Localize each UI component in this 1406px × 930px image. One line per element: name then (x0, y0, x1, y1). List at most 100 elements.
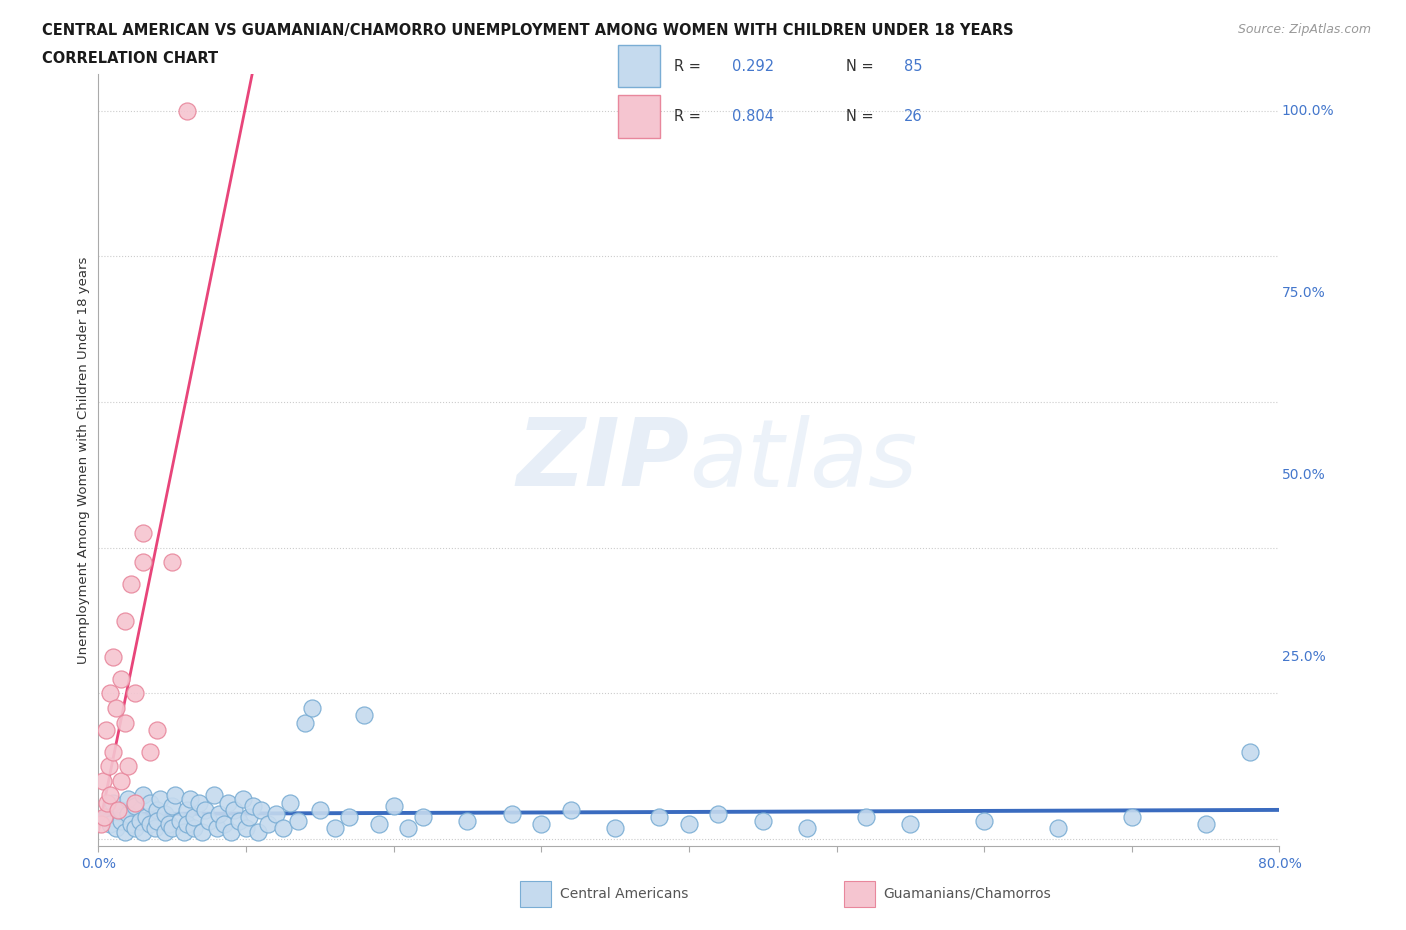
Point (301, 700, 323, 715)
Point (139, 795, 162, 810)
Point (187, 795, 209, 810)
Point (132, 555, 155, 570)
Point (294, 715, 316, 730)
Point (648, 810, 671, 825)
Text: 75.0%: 75.0% (1282, 286, 1326, 299)
Point (208, 806, 231, 821)
Point (855, 810, 877, 825)
Point (219, 824, 242, 839)
Point (91, 774, 114, 789)
Text: 50.0%: 50.0% (1282, 468, 1326, 482)
Point (238, 810, 260, 825)
Point (103, 744, 125, 759)
Point (139, 744, 162, 759)
Point (232, 791, 254, 806)
Point (183, 810, 205, 825)
Point (246, 824, 269, 839)
Text: Source: ZipAtlas.com: Source: ZipAtlas.com (1237, 23, 1371, 36)
Text: 0.804: 0.804 (733, 109, 775, 124)
Point (183, 820, 205, 835)
Point (678, 817, 700, 832)
Point (796, 820, 818, 835)
Point (98, 788, 121, 803)
Point (146, 814, 169, 829)
Point (235, 820, 257, 835)
Point (98, 686, 121, 701)
FancyBboxPatch shape (619, 45, 661, 87)
Point (242, 799, 264, 814)
Point (96, 795, 118, 810)
Point (751, 814, 773, 829)
Text: 85: 85 (904, 59, 922, 73)
Point (323, 820, 346, 835)
Point (105, 820, 128, 835)
Point (124, 795, 146, 810)
Point (205, 820, 228, 835)
Text: N =: N = (846, 109, 879, 124)
Point (179, 791, 201, 806)
Point (169, 814, 191, 829)
Text: 0.292: 0.292 (733, 59, 775, 73)
Point (110, 814, 132, 829)
Point (146, 803, 169, 817)
Point (132, 788, 155, 803)
Point (271, 820, 294, 835)
Text: CENTRAL AMERICAN VS GUAMANIAN/CHAMORRO UNEMPLOYMENT AMONG WOMEN WITH CHILDREN UN: CENTRAL AMERICAN VS GUAMANIAN/CHAMORRO U… (42, 23, 1014, 38)
Point (103, 649, 125, 664)
Point (110, 774, 132, 789)
Point (128, 814, 150, 829)
Text: atlas: atlas (689, 415, 917, 506)
Text: 26: 26 (904, 109, 922, 124)
Point (162, 820, 183, 835)
Point (278, 795, 302, 810)
Y-axis label: Unemployment Among Women with Children Under 18 years: Unemployment Among Women with Children U… (77, 257, 90, 664)
Point (217, 795, 239, 810)
Point (1239, 744, 1261, 759)
Point (94, 810, 117, 825)
Point (337, 810, 360, 825)
Point (120, 817, 142, 832)
Point (124, 686, 146, 701)
Point (132, 824, 155, 839)
Point (124, 799, 146, 814)
Point (162, 555, 183, 570)
Point (149, 791, 172, 806)
Point (560, 803, 582, 817)
Point (117, 791, 139, 806)
Point (93, 810, 115, 825)
Point (456, 814, 478, 829)
Point (212, 817, 235, 832)
Point (396, 820, 419, 835)
Point (107, 803, 129, 817)
Text: R =: R = (675, 59, 706, 73)
Point (176, 817, 198, 832)
Point (162, 799, 183, 814)
Point (153, 824, 176, 839)
Point (198, 814, 221, 829)
Point (146, 723, 169, 737)
Point (264, 806, 287, 821)
Point (124, 820, 146, 835)
Point (382, 799, 405, 814)
Text: 25.0%: 25.0% (1282, 650, 1326, 664)
Point (105, 700, 128, 715)
Point (501, 806, 523, 821)
Point (117, 806, 139, 821)
Point (132, 525, 155, 540)
Point (1195, 817, 1218, 832)
Point (202, 788, 225, 803)
Point (176, 103, 198, 118)
Point (97, 759, 120, 774)
Point (114, 715, 136, 730)
Point (900, 817, 922, 832)
Point (257, 817, 280, 832)
Point (368, 817, 391, 832)
Point (176, 803, 198, 817)
Point (250, 803, 273, 817)
Text: Guamanians/Chamorros: Guamanians/Chamorros (883, 886, 1050, 901)
Point (191, 824, 214, 839)
Point (157, 817, 180, 832)
Point (153, 806, 176, 821)
Text: R =: R = (675, 109, 706, 124)
Point (707, 806, 730, 821)
